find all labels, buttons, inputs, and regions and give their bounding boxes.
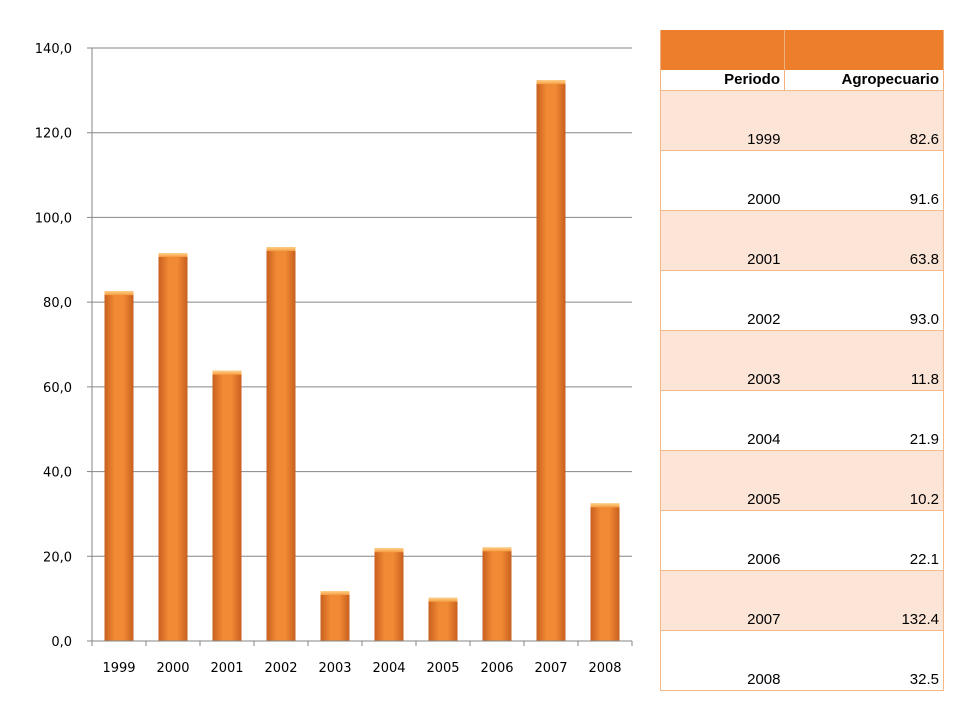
cell-periodo: 2001 [660, 210, 785, 271]
x-tick-label: 2000 [156, 661, 189, 676]
y-tick-label: 60,0 [43, 381, 72, 396]
table-body: 1999 82.6 2000 91.6 2001 63.8 2002 93.0 2003 11.8… [660, 90, 944, 691]
cell-periodo: 2008 [660, 630, 785, 691]
y-tick-label: 40,0 [43, 466, 72, 481]
cell-agropecuario: 21.9 [784, 390, 944, 451]
bar-body [428, 597, 458, 641]
bar [482, 547, 512, 641]
bar-cap [428, 597, 458, 602]
cell-periodo: 2000 [660, 150, 785, 211]
y-tick-label: 80,0 [43, 296, 72, 311]
x-tick-label: 2004 [372, 661, 405, 676]
cell-agropecuario: 93.0 [784, 270, 944, 331]
header-periodo: Periodo [660, 30, 785, 91]
bar [536, 80, 566, 642]
cell-periodo: 2006 [660, 510, 785, 571]
cell-agropecuario: 82.6 [784, 90, 944, 151]
bar-cap [374, 548, 404, 553]
table-row: 2006 22.1 [660, 510, 944, 571]
table-row: 2002 93.0 [660, 270, 944, 331]
bar-body [320, 591, 350, 641]
x-tick-label: 1999 [102, 661, 135, 676]
bar-cap [536, 80, 566, 85]
bar-body [590, 503, 620, 641]
header-agropecuario: Agropecuario [784, 30, 944, 91]
table-header-row: Periodo Agropecuario [660, 30, 944, 91]
cell-periodo: 2007 [660, 570, 785, 631]
x-tick-label: 2008 [588, 661, 621, 676]
bar-body [266, 247, 296, 642]
table-row: 2005 10.2 [660, 450, 944, 511]
cell-agropecuario: 11.8 [784, 330, 944, 391]
x-tick-label: 2006 [480, 661, 513, 676]
bar [158, 253, 188, 641]
bar-cap [320, 591, 350, 596]
y-tick-label: 100,0 [35, 211, 72, 226]
bar-cap [104, 291, 134, 296]
cell-agropecuario: 22.1 [784, 510, 944, 571]
cell-periodo: 2002 [660, 270, 785, 331]
table-row: 2008 32.5 [660, 630, 944, 691]
bar-cap [590, 503, 620, 508]
cell-agropecuario: 91.6 [784, 150, 944, 211]
y-tick-label: 120,0 [35, 127, 72, 142]
y-tick-label: 140,0 [35, 42, 72, 57]
table-row: 2000 91.6 [660, 150, 944, 211]
y-tick-label: 0,0 [51, 635, 72, 650]
cell-agropecuario: 132.4 [784, 570, 944, 631]
bar [104, 291, 134, 641]
table-row: 2007 132.4 [660, 570, 944, 631]
table-row: 2001 63.8 [660, 210, 944, 271]
bar [590, 503, 620, 641]
bar-cap [158, 253, 188, 258]
bar [212, 370, 242, 641]
cell-agropecuario: 32.5 [784, 630, 944, 691]
y-tick-label: 20,0 [43, 550, 72, 565]
bar-cap [212, 370, 242, 375]
bar-cap [266, 247, 296, 252]
cell-agropecuario: 63.8 [784, 210, 944, 271]
x-tick-label: 2002 [264, 661, 297, 676]
bar-cap [482, 547, 512, 552]
cell-periodo: 1999 [660, 90, 785, 151]
cell-periodo: 2005 [660, 450, 785, 511]
bar-body [374, 548, 404, 641]
table-row: 2003 11.8 [660, 330, 944, 391]
x-tick-label: 2001 [210, 661, 243, 676]
y-axis-ticks: 0,0 20,0 40,0 60,0 80,0 100,0 120,0 140,0 [35, 42, 92, 650]
data-table: Periodo Agropecuario 1999 82.6 2000 91.6 200… [660, 30, 944, 691]
bar [266, 247, 296, 642]
cell-periodo: 2004 [660, 390, 785, 451]
bar [320, 591, 350, 641]
x-tick-label: 2007 [534, 661, 567, 676]
bar-body [158, 253, 188, 641]
cell-agropecuario: 10.2 [784, 450, 944, 511]
table-row: 1999 82.6 [660, 90, 944, 151]
cell-periodo: 2003 [660, 330, 785, 391]
bar-body [104, 291, 134, 641]
bar-body [482, 547, 512, 641]
bars [104, 80, 620, 642]
bar [374, 548, 404, 641]
x-tick-label: 2005 [426, 661, 459, 676]
bar [428, 597, 458, 641]
bar-body [212, 370, 242, 641]
x-axis-ticks: 1999 2000 2001 2002 2003 2004 2005 2006 2007 2008 [91, 641, 633, 676]
bar-chart: 0,0 20,0 40,0 60,0 80,0 100,0 120,0 140,0 1999 2… [35, 42, 633, 676]
table-row: 2004 21.9 [660, 390, 944, 451]
bar-body [536, 80, 566, 642]
bar-chart-svg: 0,0 20,0 40,0 60,0 80,0 100,0 120,0 140,0 1999 2… [35, 42, 633, 676]
x-tick-label: 2003 [318, 661, 351, 676]
